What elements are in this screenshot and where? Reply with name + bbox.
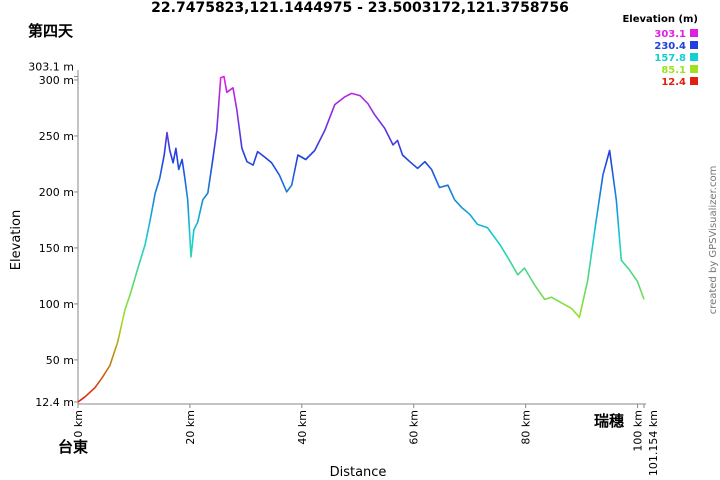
legend-label: 85.1 <box>661 65 686 76</box>
legend-swatch <box>690 53 698 61</box>
x-axis-label: Distance <box>330 465 387 480</box>
y-tick-label: 150 m <box>39 242 74 255</box>
x-tick-label: 20 km <box>184 410 197 445</box>
legend-label: 230.4 <box>654 41 686 52</box>
credit: created by GPSVisualizer.com <box>708 166 719 315</box>
legend-title: Elevation (m) <box>622 14 698 25</box>
annotation: 第四天 <box>28 22 74 40</box>
x-tick-label: 0 km <box>72 410 85 438</box>
chart-title: 22.7475823,121.1444975 - 23.5003172,121.… <box>151 0 569 16</box>
y-tick-label: 300 m <box>39 74 74 87</box>
legend-swatch <box>690 41 698 49</box>
annotation: 瑞穗 <box>594 412 624 430</box>
y-tick-label: 12.4 m <box>35 396 74 409</box>
legend-label: 12.4 <box>661 77 686 88</box>
x-tick-label: 60 km <box>408 410 421 445</box>
annotation: 台東 <box>58 438 88 456</box>
x-tick-label: 80 km <box>520 410 533 445</box>
y-tick-label: 50 m <box>46 354 74 367</box>
x-tick-label: 40 km <box>296 410 309 445</box>
legend-swatch <box>690 77 698 85</box>
y-axis-label: Elevation <box>9 210 24 270</box>
elevation-line <box>77 75 645 403</box>
y-tick-label: 200 m <box>39 186 74 199</box>
y-tick-label: 100 m <box>39 298 74 311</box>
legend-label: 303.1 <box>654 29 686 40</box>
y-tick-label: 250 m <box>39 130 74 143</box>
legend-swatch <box>690 29 698 37</box>
x-tick-label: 100 km <box>632 410 645 452</box>
legend-swatch <box>690 65 698 73</box>
legend-label: 157.8 <box>654 53 686 64</box>
y-tick-label: 303.1 m <box>28 61 74 74</box>
x-tick-label: 101.154 km <box>647 410 660 476</box>
